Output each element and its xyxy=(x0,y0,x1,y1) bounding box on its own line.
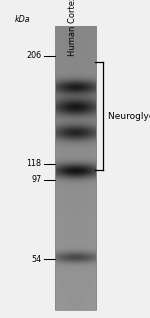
Text: Human Cortex: Human Cortex xyxy=(68,0,77,56)
Text: 54: 54 xyxy=(31,255,41,264)
Text: Neuroglycan C: Neuroglycan C xyxy=(108,112,150,121)
Text: 206: 206 xyxy=(26,51,41,60)
Text: kDa: kDa xyxy=(14,15,30,24)
Text: 118: 118 xyxy=(26,159,41,168)
Text: 97: 97 xyxy=(31,175,41,184)
